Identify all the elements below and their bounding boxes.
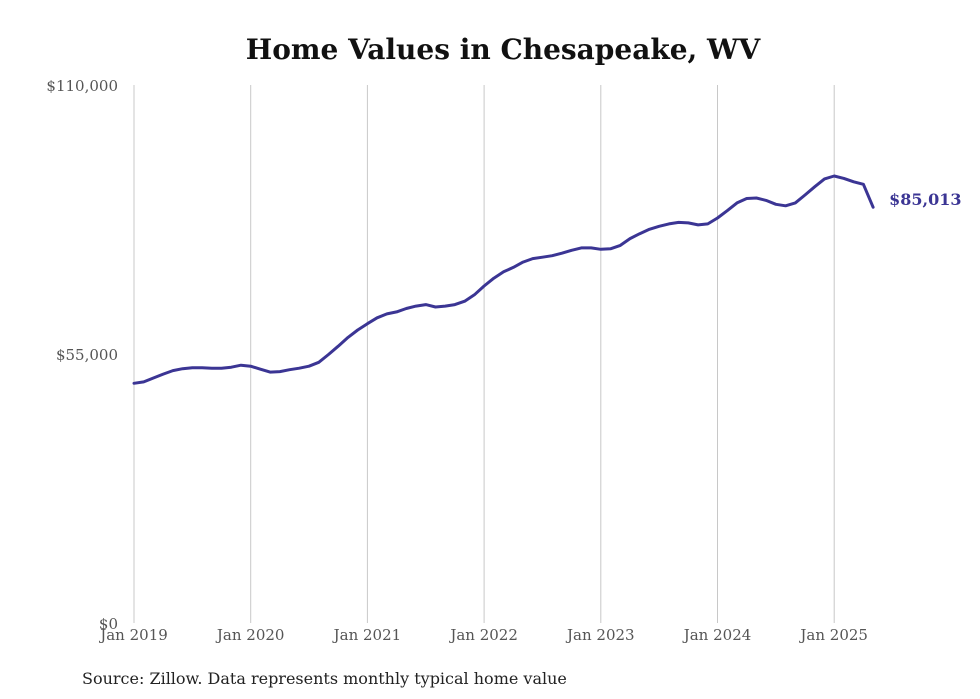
x-axis-ticks: Jan 2019 Jan 2020 Jan 2021 Jan 2022 Jan 2023… bbox=[98, 626, 868, 644]
chart-title: Home Values in Chesapeake, WV bbox=[246, 33, 762, 66]
x-tick-label: Jan 2021 bbox=[332, 626, 402, 644]
x-tick-label: Jan 2022 bbox=[448, 626, 518, 644]
y-tick-label: $0 bbox=[99, 615, 118, 633]
series-layer: $85,013 bbox=[132, 174, 961, 385]
x-tick-label: Jan 2019 bbox=[98, 626, 168, 644]
series-line bbox=[132, 174, 875, 385]
x-tick-label: Jan 2024 bbox=[682, 626, 752, 644]
y-axis-ticks: $0 $55,000 $110,000 bbox=[46, 77, 118, 633]
x-tick-label: Jan 2020 bbox=[215, 626, 285, 644]
end-value-label: $85,013 bbox=[889, 190, 961, 209]
gridlines bbox=[133, 85, 835, 623]
x-tick-label: Jan 2025 bbox=[798, 626, 868, 644]
x-tick-label: Jan 2023 bbox=[565, 626, 635, 644]
y-tick-label: $110,000 bbox=[46, 77, 118, 95]
y-tick-label: $55,000 bbox=[56, 346, 118, 364]
source-note: Source: Zillow. Data represents monthly … bbox=[82, 669, 567, 688]
